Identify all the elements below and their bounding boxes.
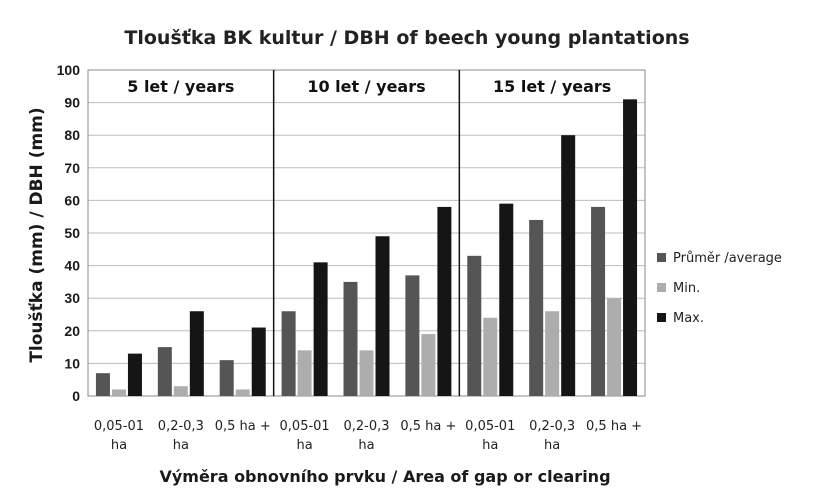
y-tick-label: 50 [64, 225, 80, 241]
x-axis-label: Výměra obnovního prvku / Area of gap or … [159, 467, 610, 486]
bar [173, 386, 188, 396]
y-tick-label: 60 [64, 192, 80, 208]
group-label: 10 let / years [307, 77, 425, 96]
x-tick-label: 0,5 ha + [586, 419, 642, 434]
x-tick-label: 0,5 ha + [215, 419, 271, 434]
x-tick-label: 0,2-0,3 [343, 419, 389, 434]
bar [219, 360, 234, 396]
bar [529, 219, 544, 396]
x-tick-label: ha [358, 438, 374, 453]
bar [545, 311, 560, 396]
x-tick-label: ha [111, 438, 127, 453]
bar [499, 203, 514, 396]
bar [313, 262, 328, 396]
bar [591, 206, 606, 396]
legend-label: Min. [673, 281, 700, 296]
x-tick-label: ha [173, 438, 189, 453]
legend-label: Max. [673, 311, 704, 326]
legend: Průměr /average Min. Max. [657, 251, 782, 326]
x-tick-label: 0,05-01 [465, 419, 515, 434]
bar [561, 135, 576, 396]
bar [111, 389, 126, 396]
y-tick-label: 80 [64, 127, 80, 143]
bar [359, 350, 374, 396]
x-tick-label: 0,2-0,3 [158, 419, 204, 434]
bar [343, 281, 358, 396]
bar [95, 373, 110, 396]
bar [623, 99, 638, 396]
bar [251, 327, 266, 396]
bar [405, 275, 420, 396]
x-tick-label: ha [482, 438, 498, 453]
bar [607, 298, 622, 396]
y-tick-label: 20 [64, 323, 80, 339]
group-label: 5 let / years [127, 77, 234, 96]
legend-swatch [657, 313, 666, 322]
y-tick-label: 40 [64, 258, 80, 274]
bar [127, 353, 142, 396]
bar [297, 350, 312, 396]
chart-title: Tloušťka BK kultur / DBH of beech young … [124, 27, 689, 49]
bar [281, 311, 296, 396]
group-label: 15 let / years [493, 77, 611, 96]
y-tick-label: 100 [57, 62, 81, 78]
y-tick-label: 90 [64, 95, 80, 111]
x-tick-label: 0,05-01 [94, 419, 144, 434]
bar [483, 317, 498, 396]
bar [437, 206, 452, 396]
y-tick-label: 10 [64, 355, 80, 371]
bar [235, 389, 250, 396]
x-tick-label: 0,5 ha + [400, 419, 456, 434]
plot-area: 0 10 20 30 40 50 60 70 80 90 100 5 let / years 10 le… [57, 62, 646, 453]
bar [375, 236, 390, 396]
bar [157, 347, 172, 396]
legend-swatch [657, 253, 666, 262]
bar [467, 255, 482, 396]
y-tick-label: 0 [72, 388, 80, 404]
x-tick-label: ha [544, 438, 560, 453]
x-tick-label: 0,2-0,3 [529, 419, 575, 434]
x-tick-label: 0,05-01 [280, 419, 330, 434]
y-tick-label: 30 [64, 290, 80, 306]
x-tick-label: ha [297, 438, 313, 453]
legend-label: Průměr /average [673, 251, 782, 266]
legend-swatch [657, 283, 666, 292]
y-axis-label: Tloušťka (mm) / DBH (mm) [27, 107, 47, 362]
bar [421, 334, 436, 396]
bar [189, 311, 204, 396]
y-tick-label: 70 [64, 160, 80, 176]
